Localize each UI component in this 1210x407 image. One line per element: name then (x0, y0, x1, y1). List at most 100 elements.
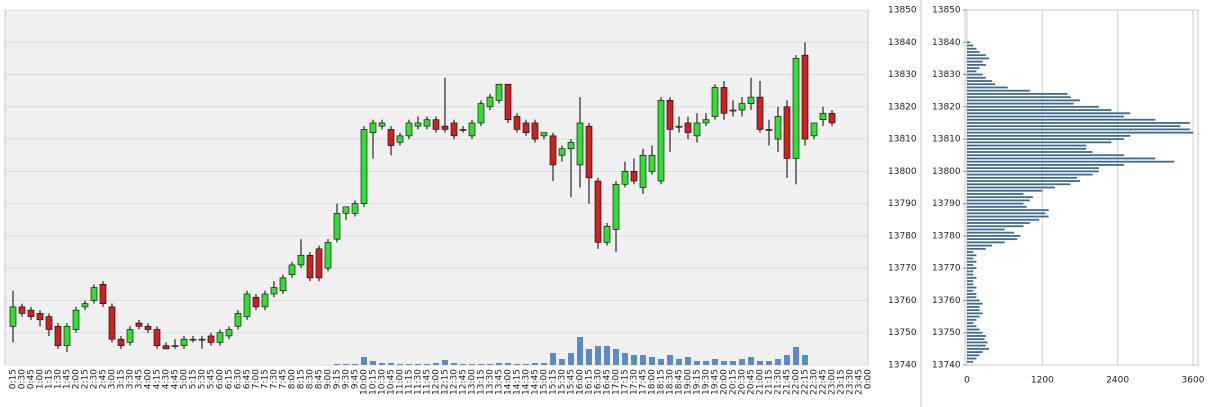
volume-bar (451, 363, 457, 365)
candle-body (720, 87, 728, 114)
x-tick-label: 6:45 (243, 369, 253, 389)
x-tick-label: 10:30 (378, 369, 388, 395)
profile-bar (967, 276, 977, 279)
candle-body (261, 293, 269, 308)
candle-body (117, 338, 125, 346)
candle-body (765, 129, 773, 131)
x-tick-label: 23:30 (846, 369, 856, 395)
candle-body (189, 338, 197, 341)
profile-bar (967, 167, 1099, 170)
x-tick-label: 8:30 (306, 369, 316, 389)
profile-bar (967, 112, 1131, 115)
candle-body (27, 309, 35, 317)
candle-body (171, 345, 179, 347)
candle-body (243, 293, 251, 317)
x-tick-label: 3:15 (117, 369, 127, 389)
profile-bar (967, 151, 1093, 153)
y-tick-label: 13760 (932, 296, 961, 306)
candle-body (531, 122, 539, 140)
profile-bar (967, 215, 1049, 218)
volume-bar (577, 337, 583, 365)
profile-bar (967, 57, 989, 60)
candle-body (108, 306, 116, 340)
volume-bar (793, 347, 799, 365)
x-tick-label: 11:15 (405, 369, 415, 395)
candle-body (585, 125, 593, 179)
volume-bar (532, 363, 538, 365)
volume-bar (478, 364, 484, 365)
profile-bar (967, 341, 988, 344)
candle-body (378, 122, 386, 127)
volume-bar (775, 359, 781, 365)
profile-bar (967, 51, 980, 53)
volume-bar (667, 355, 673, 365)
volume-bar (487, 364, 493, 365)
x-tick-label: 16:15 (585, 369, 595, 395)
volume-bar (550, 353, 556, 365)
candle-body (45, 316, 53, 330)
x-tick-label: 16:30 (594, 369, 604, 395)
profile-bar (967, 134, 1131, 137)
candle-body (306, 254, 314, 279)
profile-bar (967, 302, 983, 305)
volume-bar (343, 364, 349, 365)
profile-bar (967, 80, 993, 82)
y-tick-label: 13850 (888, 6, 917, 16)
candle-body (630, 171, 638, 182)
candle-body (135, 322, 143, 327)
x-tick-label: 15:45 (567, 369, 577, 395)
x-tick-label: 5:00 (180, 369, 190, 389)
profile-bar (967, 173, 1093, 176)
candle-body (396, 135, 404, 143)
y-tick-label: 13770 (932, 264, 961, 274)
x-tick-label: 21:45 (783, 369, 793, 395)
candle-body (153, 329, 161, 346)
x-tick-label: 8:15 (297, 369, 307, 389)
candle-body (207, 335, 215, 343)
profile-bar (967, 270, 974, 273)
x-tick-label: 0:30 (18, 369, 28, 389)
profile-bar (967, 76, 986, 79)
volume-bar (415, 364, 421, 365)
profile-bar (967, 189, 1043, 192)
volume-bar (469, 364, 475, 365)
profile-bar (967, 264, 974, 266)
x-tick-label: 8:45 (315, 369, 325, 389)
x-tick-label: 10:15 (369, 369, 379, 395)
volume-bar (541, 363, 547, 365)
profile-bar (967, 125, 1181, 128)
candle-body (513, 116, 521, 130)
x-tick-label: 20:30 (738, 369, 748, 395)
profile-bar (967, 299, 980, 302)
volume-bar (352, 364, 358, 365)
profile-bar (967, 251, 974, 253)
profile-bar (967, 157, 1156, 160)
y-tick-label: 13850 (932, 6, 961, 16)
profile-bar (967, 351, 983, 353)
x-tick-label: 7:15 (261, 369, 271, 389)
x-tick-label: 11:00 (396, 369, 406, 395)
y-tick-label: 13800 (932, 167, 961, 177)
y-tick-label: 13840 (932, 38, 961, 48)
candle-body (576, 122, 584, 166)
x-tick-label: 17:00 (612, 369, 622, 395)
x-tick-label: 2:15 (81, 369, 91, 389)
candle-body (126, 329, 134, 343)
x-tick-label: 4:45 (171, 369, 181, 389)
candle-body (216, 332, 224, 343)
volume-bar (505, 363, 511, 365)
candle-body (495, 83, 503, 101)
candle-body (63, 325, 71, 346)
y-tick-label: 13830 (888, 70, 917, 80)
profile-bar (967, 193, 1024, 195)
volume-bar (712, 359, 718, 365)
candle-body (819, 112, 827, 121)
profile-bar (967, 344, 986, 347)
candle-body (675, 125, 683, 128)
x-tick-label: 18:30 (666, 369, 676, 395)
x-tick-label: 21:15 (765, 369, 775, 395)
profile-bar (967, 102, 1074, 105)
x-tick-label: 1:00 (36, 369, 46, 389)
y-tick-label: 13790 (932, 199, 961, 209)
y-tick-label: 13840 (888, 38, 917, 48)
